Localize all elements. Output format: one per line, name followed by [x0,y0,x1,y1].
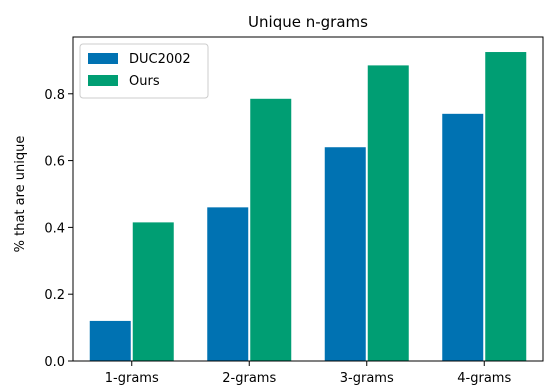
bar-ours-2-grams [250,98,292,361]
bar-duc2002-3-grams [324,147,366,361]
y-axis-label: % that are unique [13,136,28,253]
plot-frame [72,36,544,362]
bar-ours-3-grams [367,65,409,361]
x-tick-label: 1-grams [105,371,159,386]
y-tick-label: 0.0 [44,355,65,370]
legend-swatch-ours [88,75,118,86]
x-tick-label: 3-grams [340,371,394,386]
bar-ours-4-grams [485,52,527,361]
bar-ours-1-grams [132,222,174,361]
bar-duc2002-2-grams [207,207,249,361]
bar-duc2002-1-grams [89,320,131,361]
bar-duc2002-4-grams [442,113,484,362]
x-axis: 1-grams 2-grams 3-grams 4-grams [105,361,511,386]
y-tick-label: 0.2 [44,288,65,303]
y-axis: 0.0 0.2 0.4 0.6 0.8 [44,88,73,370]
legend-label-ours: Ours [129,74,160,89]
chart-title: Unique n-grams [248,13,368,31]
bars-group [89,52,527,362]
y-tick-label: 0.6 [44,155,65,170]
legend-label-duc2002: DUC2002 [129,52,191,67]
y-tick-label: 0.8 [44,88,65,103]
legend-swatch-duc2002 [88,53,118,64]
x-tick-label: 4-grams [457,371,511,386]
x-tick-label: 2-grams [222,371,276,386]
legend: DUC2002 Ours [79,43,209,99]
y-tick-label: 0.4 [44,221,65,236]
